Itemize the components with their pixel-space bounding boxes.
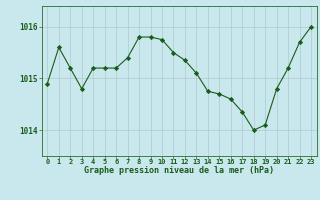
X-axis label: Graphe pression niveau de la mer (hPa): Graphe pression niveau de la mer (hPa) [84,166,274,175]
